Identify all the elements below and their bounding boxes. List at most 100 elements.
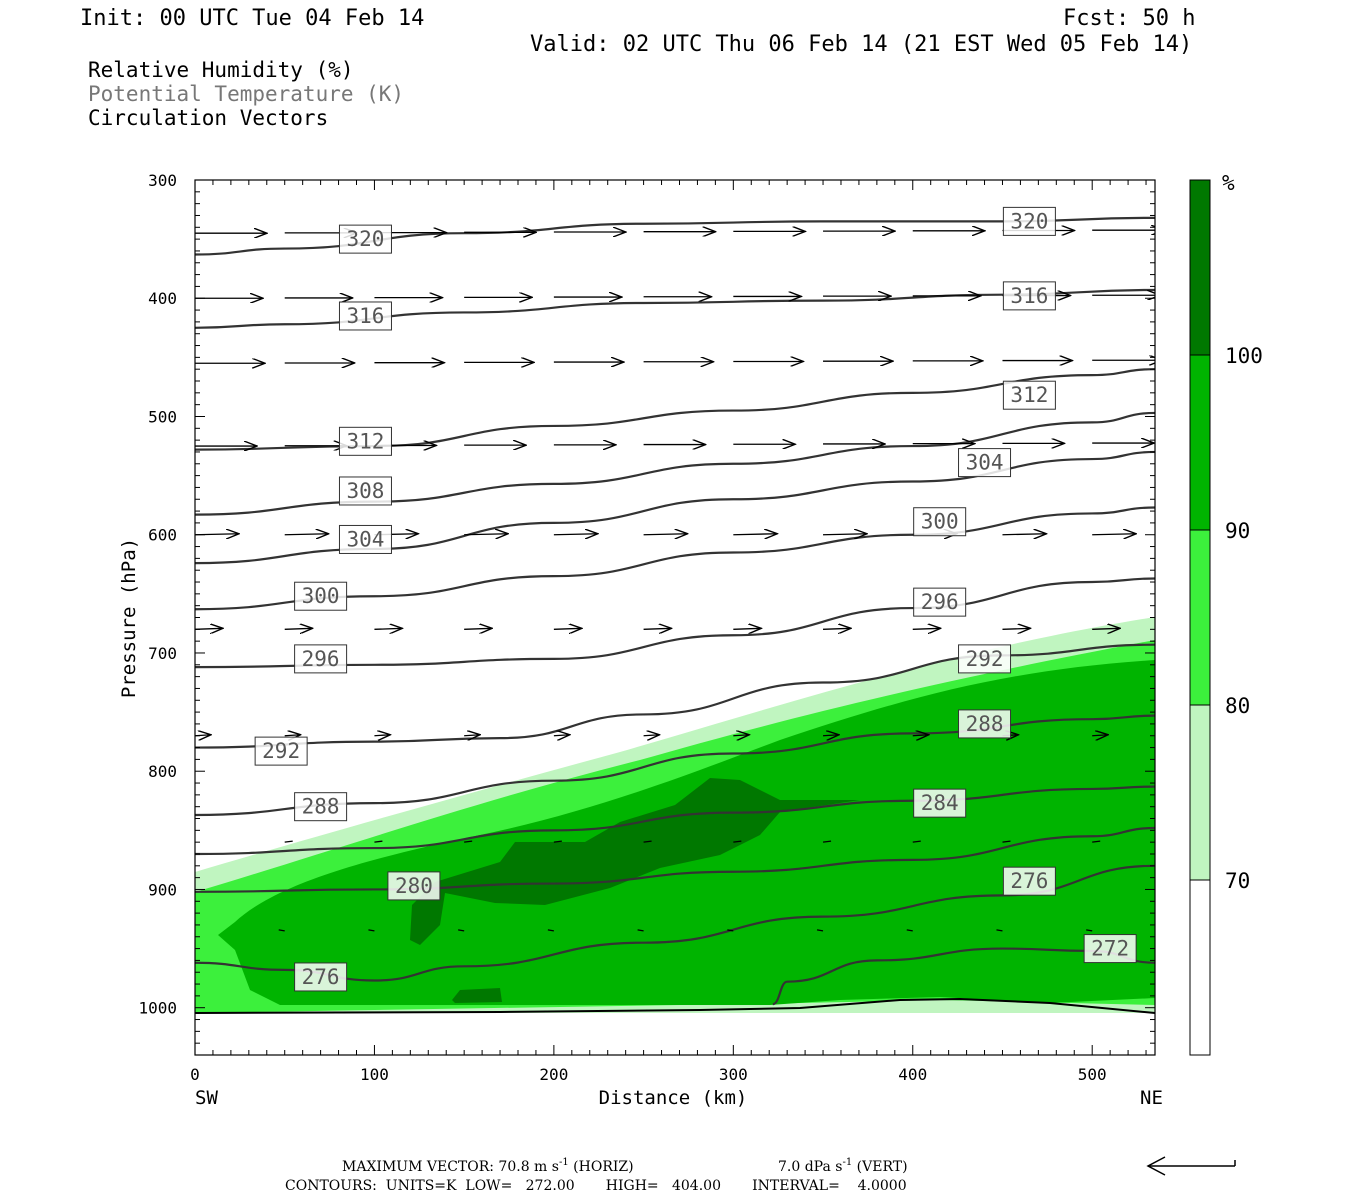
contour-label-276-0: 276 xyxy=(294,962,348,992)
svg-text:316: 316 xyxy=(1010,284,1048,308)
circulation-vector xyxy=(823,534,867,535)
legend-theta: Potential Temperature (K) xyxy=(88,82,404,106)
contour-label-276-1: 276 xyxy=(1002,866,1056,896)
contour-label-312-0: 312 xyxy=(338,426,392,456)
contour-label-316-0: 316 xyxy=(338,301,392,331)
forecast-hour: Fcst: 50 h xyxy=(1063,6,1195,31)
colorbar-label: 70 xyxy=(1225,869,1250,893)
circulation-vector xyxy=(822,840,832,843)
circulation-vector xyxy=(458,929,465,932)
circulation-vector xyxy=(464,840,473,843)
contour-label-296-1: 296 xyxy=(913,587,967,617)
circulation-vector xyxy=(1002,628,1030,629)
surface-line xyxy=(194,997,1156,1014)
circulation-vectors xyxy=(195,230,1155,932)
svg-text:284: 284 xyxy=(921,791,959,815)
contour-label-284-0: 284 xyxy=(913,788,967,818)
init-time: Init: 00 UTC Tue 04 Feb 14 xyxy=(80,6,424,31)
left-end-label: SW xyxy=(195,1087,218,1109)
circulation-vector xyxy=(374,628,402,629)
rh-100-region xyxy=(410,778,860,945)
legend-vectors: Circulation Vectors xyxy=(88,106,328,130)
circulation-vector xyxy=(464,735,480,736)
legend-rh: Relative Humidity (%) xyxy=(88,58,354,82)
contour-label-288-1: 288 xyxy=(958,709,1012,739)
circulation-vector xyxy=(816,929,824,932)
circulation-vector xyxy=(284,840,293,843)
y-tick-label: 800 xyxy=(148,762,177,781)
contour-label-308-0: 308 xyxy=(338,476,392,506)
circulation-vector xyxy=(1086,929,1093,932)
colorbar-segment xyxy=(1190,530,1210,705)
contour-labels: 320 320 316 316 312 312 308 304 304 300 300 296 296 2… xyxy=(254,206,1137,992)
svg-text:272: 272 xyxy=(1091,937,1129,961)
circulation-vector xyxy=(374,735,390,736)
contour-label-320-0: 320 xyxy=(338,224,392,254)
circulation-vector xyxy=(643,628,672,629)
contour-label-280-0: 280 xyxy=(387,871,441,901)
circulation-vector xyxy=(278,929,285,932)
y-tick-label: 600 xyxy=(148,526,177,545)
colorbar-unit: % xyxy=(1222,171,1235,195)
circulation-vector xyxy=(733,628,761,629)
circulation-vector xyxy=(284,735,301,736)
contour-label-312-1: 312 xyxy=(1002,380,1056,410)
svg-text:320: 320 xyxy=(1010,209,1048,233)
theta-contour-320 xyxy=(195,216,1155,256)
circulation-vector xyxy=(1092,534,1136,535)
theta-contour-284 xyxy=(195,785,1155,856)
y-tick-label: 300 xyxy=(148,171,177,190)
svg-text:308: 308 xyxy=(346,479,384,503)
circulation-vector xyxy=(727,929,734,932)
circulation-vector xyxy=(553,840,562,843)
circulation-vector xyxy=(643,735,660,736)
max-vector-horiz: MAXIMUM VECTOR: 70.8 m s-1 (HORIZ) xyxy=(342,1157,634,1175)
circulation-vector xyxy=(823,628,851,629)
x-tick-label: 100 xyxy=(360,1065,389,1084)
circulation-vector xyxy=(643,534,688,535)
contour-label-300-1: 300 xyxy=(913,507,967,537)
x-tick-label: 500 xyxy=(1078,1065,1107,1084)
reference-vector xyxy=(1146,1156,1236,1176)
x-tick-label: 300 xyxy=(719,1065,748,1084)
theta-contour-296 xyxy=(195,577,1155,669)
contour-label-304-0: 304 xyxy=(338,524,392,554)
axis-ticks: 0 100 200 300 400 500 300 400 500 600 700 800 900 100… xyxy=(138,171,1155,1084)
y-tick-label: 500 xyxy=(148,407,177,426)
contour-label-292-0: 292 xyxy=(254,736,308,766)
svg-text:304: 304 xyxy=(346,527,384,551)
circulation-vector xyxy=(1092,735,1108,736)
colorbar-frame xyxy=(1189,179,1211,1056)
circulation-vector xyxy=(553,628,582,629)
circulation-vector xyxy=(1092,628,1120,629)
y-tick-label: 900 xyxy=(148,880,177,899)
circulation-vector xyxy=(643,840,652,843)
circulation-vector xyxy=(284,628,313,629)
x-tick-label: 0 xyxy=(190,1065,200,1084)
contour-label-288-0: 288 xyxy=(294,792,348,822)
circulation-vector xyxy=(906,929,913,932)
circulation-vector xyxy=(284,534,329,535)
x-tick-label: 400 xyxy=(898,1065,927,1084)
svg-text:300: 300 xyxy=(921,510,959,534)
contour-label-304-1: 304 xyxy=(958,448,1012,478)
colorbar-segment xyxy=(1190,355,1210,530)
contour-label-292-1: 292 xyxy=(958,644,1012,674)
theta-contour-288 xyxy=(195,714,1155,817)
colorbar-segment xyxy=(1190,880,1210,1055)
max-vector-vert: 7.0 dPa s-1 (VERT) xyxy=(778,1157,908,1175)
contour-label-320-1: 320 xyxy=(1002,206,1056,236)
valid-time: Valid: 02 UTC Thu 06 Feb 14 (21 EST Wed … xyxy=(530,32,1192,57)
theta-contour-280 xyxy=(195,826,1155,893)
x-tick-label: 200 xyxy=(539,1065,568,1084)
contours-info: CONTOURS: UNITS=K LOW= 272.00 HIGH= 404.… xyxy=(285,1178,907,1194)
svg-text:288: 288 xyxy=(302,795,340,819)
circulation-vector xyxy=(547,929,554,932)
circulation-vector xyxy=(553,735,570,736)
svg-text:312: 312 xyxy=(346,429,384,453)
y-tick-label: 400 xyxy=(148,289,177,308)
contour-label-272-0: 272 xyxy=(1083,934,1137,964)
colorbar-label: 80 xyxy=(1225,694,1250,718)
svg-text:304: 304 xyxy=(966,451,1004,475)
